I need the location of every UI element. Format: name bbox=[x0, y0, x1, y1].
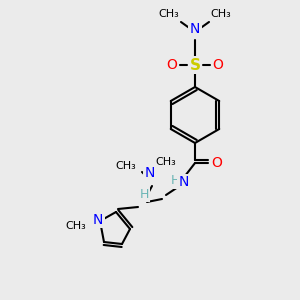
Text: CH₃: CH₃ bbox=[66, 221, 86, 231]
Text: S: S bbox=[190, 58, 200, 73]
Text: N: N bbox=[145, 166, 155, 180]
Text: N: N bbox=[190, 22, 200, 36]
Text: H: H bbox=[170, 175, 180, 188]
Text: CH₃: CH₃ bbox=[116, 161, 136, 171]
Text: O: O bbox=[213, 58, 224, 72]
Text: CH₃: CH₃ bbox=[159, 9, 179, 19]
Text: O: O bbox=[167, 58, 177, 72]
Text: H: H bbox=[139, 188, 149, 200]
Text: N: N bbox=[93, 213, 103, 227]
Text: CH₃: CH₃ bbox=[156, 157, 176, 167]
Text: CH₃: CH₃ bbox=[211, 9, 231, 19]
Text: O: O bbox=[212, 156, 222, 170]
Text: N: N bbox=[179, 175, 189, 189]
